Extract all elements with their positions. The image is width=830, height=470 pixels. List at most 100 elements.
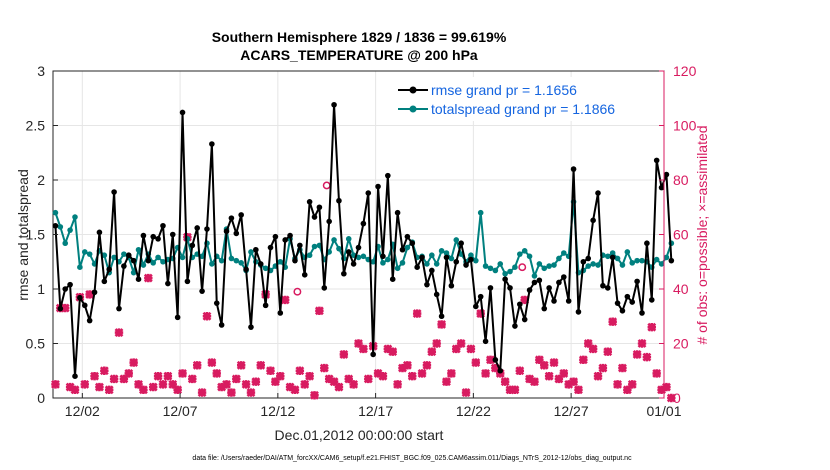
y-tick-label-left: 1 [37, 281, 45, 297]
rmse-point [380, 253, 386, 260]
axis-ticks: 12/02 12/07 12/12 12/17 12/22 12/27 01/0100.51… [26, 63, 697, 419]
assimilated-obs-marker [412, 309, 422, 318]
rmse-point [609, 254, 616, 261]
assimilated-obs-marker [354, 339, 363, 348]
assimilated-obs-marker [114, 328, 124, 338]
totalspread-point [658, 261, 665, 267]
assimilated-obs-marker [613, 379, 622, 389]
rmse-point [463, 262, 469, 268]
totalspread-point [629, 260, 636, 266]
totalspread-point [492, 267, 499, 274]
totalspread-point [385, 256, 391, 263]
assimilated-obs-marker [569, 377, 578, 387]
rmse-point [282, 237, 288, 243]
totalspread-point [140, 262, 147, 268]
totalspread-point [130, 269, 137, 276]
rmse-point [639, 310, 645, 316]
assimilated-obs-marker [226, 388, 236, 397]
rmse-point [409, 240, 416, 247]
totalspread-point [394, 265, 401, 272]
assimilated-obs-marker [534, 355, 544, 365]
rmse-point [233, 230, 240, 237]
assimilated-obs-marker [148, 382, 158, 392]
assimilated-obs-marker [554, 374, 564, 384]
rmse-point [556, 279, 562, 286]
totalspread-point [306, 252, 313, 259]
assimilated-obs-marker [207, 358, 217, 367]
assimilated-obs-marker [51, 379, 60, 389]
assimilated-obs-marker [505, 385, 515, 395]
assimilated-obs-marker [662, 382, 671, 392]
rmse-point [96, 229, 103, 236]
rmse-point [497, 367, 504, 374]
y-tick-label-left: 3 [37, 63, 45, 79]
totalspread-point [531, 273, 538, 279]
assimilated-obs-marker [486, 355, 495, 365]
y-axis-label-left: rmse and totalspread [15, 169, 31, 301]
totalspread-point [614, 255, 621, 262]
rmse-point [443, 254, 450, 261]
assimilated-obs-marker [280, 295, 290, 305]
assimilated-obs-marker [549, 358, 559, 367]
y-tick-label-right: 80 [673, 172, 689, 188]
y-tick-label-left: 0.5 [26, 336, 46, 352]
totalspread-line [54, 200, 673, 277]
totalspread-point [556, 255, 562, 262]
totalspread-point [512, 264, 518, 271]
rmse-point [521, 316, 528, 323]
rmse-layer [52, 101, 675, 380]
rmse-point [355, 244, 362, 251]
rmse-point [541, 305, 548, 312]
totalspread-point [453, 237, 460, 243]
assimilated-obs-marker [588, 344, 598, 354]
assimilated-obs-marker [442, 377, 451, 387]
y-tick-label-right: 20 [673, 336, 689, 352]
rmse-point [57, 305, 64, 312]
rmse-point [389, 276, 396, 282]
totalspread-point [551, 262, 557, 268]
rmse-point [424, 281, 430, 288]
rmse-point [228, 215, 235, 221]
assimilated-obs-marker [608, 317, 618, 327]
assimilated-obs-marker [642, 352, 652, 362]
assimilated-obs-marker [319, 363, 329, 373]
rmse-point [487, 285, 494, 291]
rmse-point [213, 300, 220, 306]
totalspread-point [155, 254, 161, 261]
assimilated-obs-marker [344, 374, 354, 384]
assimilated-obs-marker [598, 363, 608, 373]
assimilated-obs-marker [652, 369, 662, 378]
rmse-point [600, 282, 606, 289]
totalspread-point [468, 252, 474, 259]
assimilated-obs-marker [500, 377, 510, 387]
possible-obs-marker [322, 181, 331, 190]
totalspread-point [62, 240, 69, 247]
rmse-point [253, 246, 259, 253]
assimilated-obs-marker [481, 369, 491, 378]
y-tick-label-right: 60 [673, 227, 689, 243]
rmse-point [653, 157, 660, 164]
assimilated-obs-marker [153, 371, 163, 381]
rmse-point [595, 190, 601, 196]
rmse-point [458, 240, 464, 247]
assimilated-obs-marker [378, 371, 388, 381]
assimilated-obs-marker [461, 388, 471, 397]
totalspread-point [604, 253, 611, 260]
legend-totalspread-label: totalspread grand pr = 1.1866 [431, 101, 615, 117]
rmse-point [277, 310, 284, 316]
assimilated-obs-marker [173, 385, 183, 395]
totalspread-point [81, 249, 88, 255]
rmse-point [52, 222, 59, 229]
y-tick-label-left: 0 [37, 390, 45, 406]
assimilated-obs-marker [295, 366, 305, 376]
rmse-point [365, 190, 372, 196]
rmse-point [248, 324, 254, 330]
y-tick-label-right: 120 [673, 63, 697, 79]
rmse-point [199, 288, 205, 294]
totalspread-point [331, 237, 337, 243]
totalspread-point [399, 260, 406, 266]
totalspread-point [121, 251, 127, 257]
rmse-point [433, 291, 440, 298]
assimilated-obs-marker [432, 339, 442, 348]
